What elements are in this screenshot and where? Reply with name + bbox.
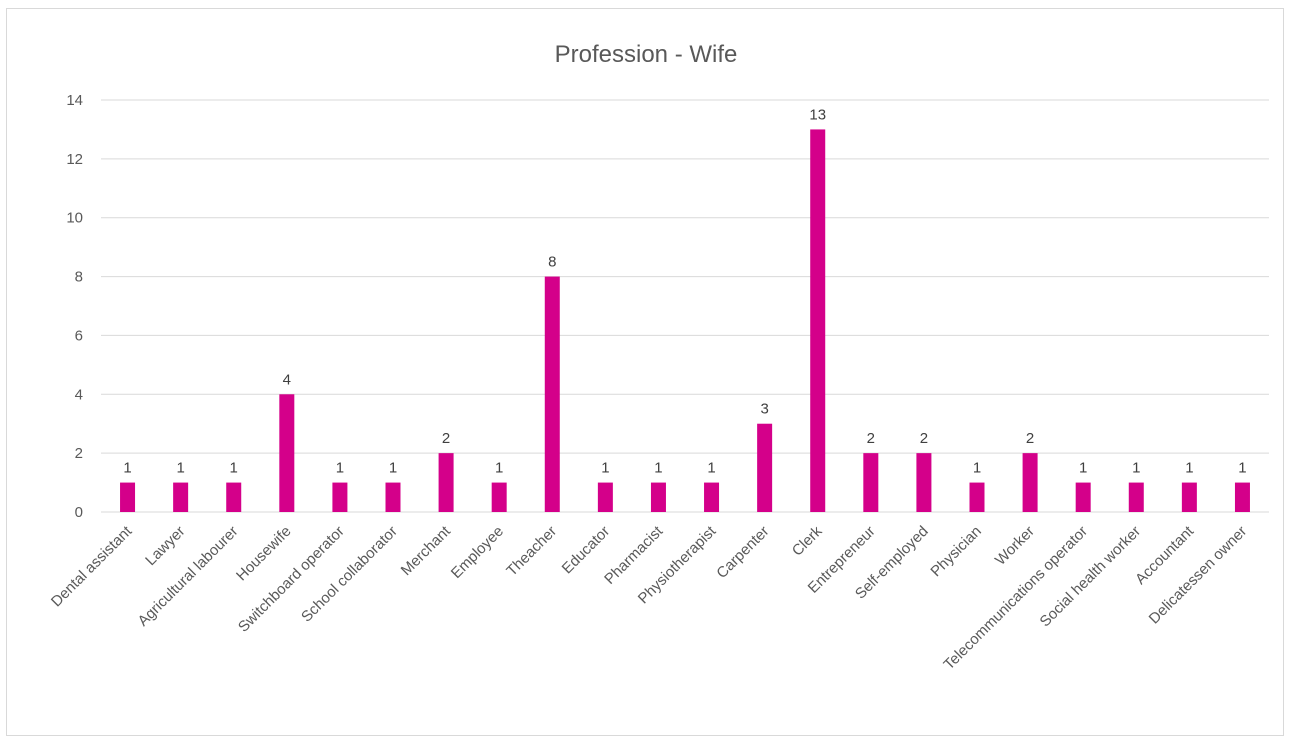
x-category-label: Merchant	[398, 522, 455, 579]
data-label: 1	[495, 460, 503, 477]
bar	[704, 482, 720, 512]
x-category-label: Carpenter	[713, 523, 772, 582]
x-category-label: Clerk	[789, 522, 826, 559]
x-category-label: Worker	[992, 523, 1038, 569]
gridlines	[101, 99, 1269, 513]
x-category-label: Physician	[927, 523, 984, 580]
bar	[597, 482, 613, 512]
bar	[1234, 482, 1250, 512]
data-label: 1	[389, 460, 397, 477]
bar	[1022, 453, 1038, 512]
data-label: 1	[123, 460, 131, 477]
bar	[810, 129, 826, 512]
x-category-label: Educator	[559, 523, 613, 577]
bar	[279, 394, 295, 512]
x-category-label: Theacher	[503, 523, 560, 580]
data-label: 2	[442, 430, 450, 447]
y-tick-label: 14	[66, 92, 83, 109]
y-tick-label: 10	[66, 210, 83, 227]
bar	[916, 453, 932, 512]
bar	[969, 482, 985, 512]
data-label: 2	[920, 430, 928, 447]
bar	[226, 482, 242, 512]
bar	[491, 482, 507, 512]
bar	[650, 482, 666, 512]
data-label: 1	[176, 460, 184, 477]
bar	[1128, 482, 1144, 512]
x-category-label: Delicatessen owner	[1146, 523, 1251, 628]
y-axis-tick-labels: 0 2 4 6 8 10 12 14	[66, 92, 83, 521]
bars	[120, 129, 1250, 512]
bar	[757, 423, 773, 512]
x-category-label: Dental assistant	[48, 522, 136, 610]
chart-title: Profession - Wife	[555, 41, 738, 68]
data-label: 2	[867, 430, 875, 447]
data-label: 1	[1185, 460, 1193, 477]
bar	[173, 482, 189, 512]
data-label: 3	[760, 401, 768, 418]
y-tick-label: 0	[75, 504, 83, 521]
data-label: 8	[548, 254, 556, 271]
data-label: 1	[1238, 460, 1246, 477]
data-label: 1	[973, 460, 981, 477]
x-category-label: Social health worker	[1037, 523, 1145, 631]
y-tick-label: 4	[75, 386, 83, 403]
x-category-label: School collaborator	[298, 523, 401, 626]
data-label: 1	[707, 460, 715, 477]
bar	[544, 276, 560, 512]
data-label: 1	[336, 460, 344, 477]
bar	[1181, 482, 1197, 512]
x-category-label: Switchboard operator	[235, 523, 348, 636]
bar	[385, 482, 401, 512]
data-label: 1	[1079, 460, 1087, 477]
data-label: 1	[601, 460, 609, 477]
y-tick-label: 8	[75, 269, 83, 286]
y-tick-label: 6	[75, 327, 83, 344]
data-label: 13	[809, 106, 826, 123]
x-category-label: Employee	[448, 523, 507, 582]
data-label: 2	[1026, 430, 1034, 447]
y-tick-label: 12	[66, 151, 83, 168]
bar	[438, 453, 454, 512]
x-category-label: Agricultural labourer	[135, 523, 242, 630]
data-label: 1	[1132, 460, 1140, 477]
bar	[332, 482, 348, 512]
data-label: 1	[230, 460, 238, 477]
data-label: 1	[654, 460, 662, 477]
bar	[120, 482, 136, 512]
bar	[1075, 482, 1091, 512]
bar	[863, 453, 879, 512]
x-category-label: Lawyer	[142, 523, 188, 569]
data-label: 4	[283, 371, 291, 388]
y-tick-label: 2	[75, 445, 83, 462]
